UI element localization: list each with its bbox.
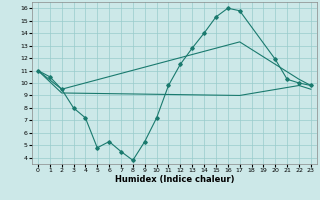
X-axis label: Humidex (Indice chaleur): Humidex (Indice chaleur) <box>115 175 234 184</box>
